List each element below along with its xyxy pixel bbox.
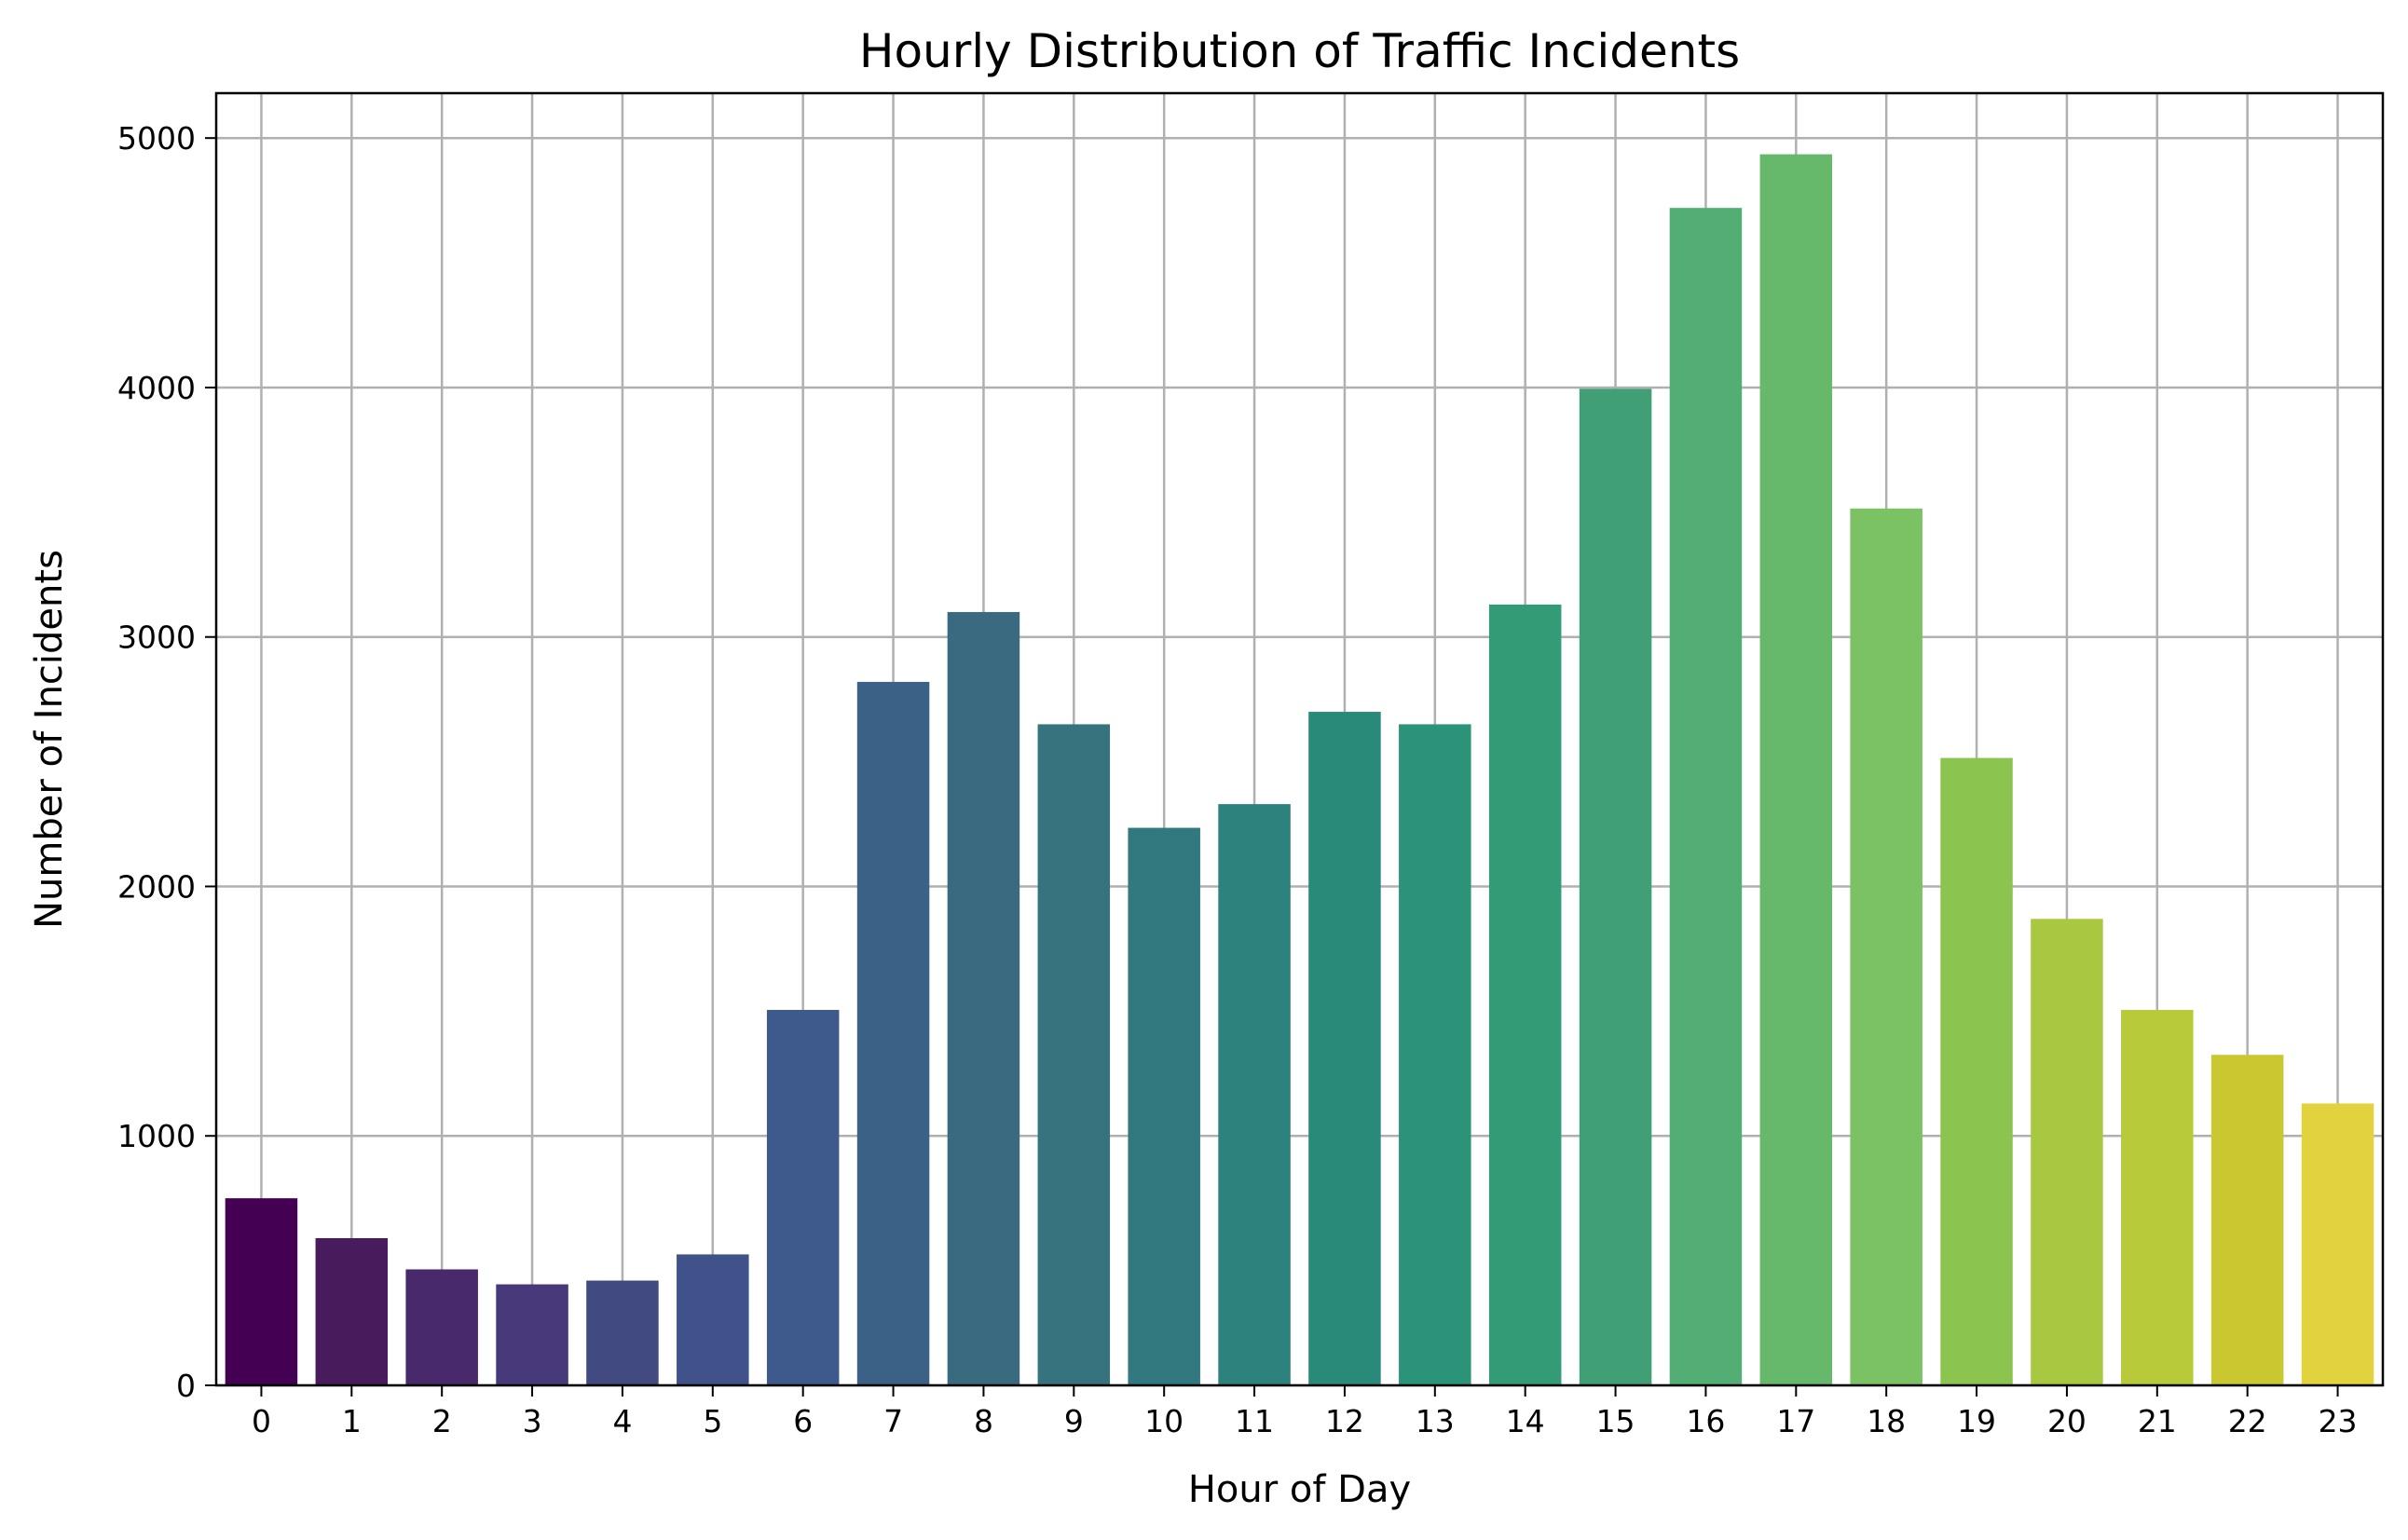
- bar-hour-0: [225, 1198, 298, 1385]
- y-tick-label: 0: [176, 1368, 196, 1404]
- bar-hour-8: [947, 611, 1020, 1385]
- x-axis-ticks: 0 1 2 3 4 5 6 7 8 9 10 11 12 13 14 15 16 17 18 19 20 21 22 23: [252, 1385, 2358, 1439]
- y-tick-label: 1000: [117, 1118, 196, 1154]
- x-tick-label: 16: [1686, 1403, 1725, 1439]
- bar-hour-23: [2301, 1103, 2374, 1385]
- x-tick-label: 15: [1596, 1403, 1635, 1439]
- x-tick-label: 2: [432, 1403, 452, 1439]
- bar-hour-10: [1128, 827, 1200, 1385]
- y-axis-ticks: 0 1000 2000 3000 4000 5000: [117, 120, 216, 1404]
- bar-hour-15: [1579, 388, 1652, 1385]
- y-tick-label: 4000: [117, 370, 196, 406]
- bar-hour-20: [2031, 919, 2103, 1385]
- x-tick-label: 0: [252, 1403, 271, 1439]
- x-tick-label: 22: [2228, 1403, 2267, 1439]
- bar-hour-6: [766, 1010, 840, 1385]
- x-tick-label: 18: [1867, 1403, 1906, 1439]
- y-tick-label: 2000: [117, 868, 196, 905]
- bar-hour-9: [1037, 724, 1111, 1385]
- chart-title: Hourly Distribution of Traffic Incidents: [859, 24, 1740, 78]
- y-tick-label: 5000: [117, 120, 196, 157]
- x-tick-label: 21: [2138, 1403, 2177, 1439]
- x-tick-label: 12: [1325, 1403, 1364, 1439]
- bar-hour-16: [1669, 208, 1743, 1385]
- x-tick-label: 5: [703, 1403, 722, 1439]
- x-tick-label: 9: [1064, 1403, 1084, 1439]
- x-tick-label: 10: [1144, 1403, 1183, 1439]
- x-tick-label: 14: [1506, 1403, 1545, 1439]
- bar-hour-12: [1308, 712, 1381, 1385]
- x-tick-label: 7: [883, 1403, 903, 1439]
- bar-hour-7: [856, 681, 930, 1385]
- x-tick-label: 20: [2047, 1403, 2086, 1439]
- bar-hour-11: [1218, 804, 1291, 1385]
- x-tick-label: 19: [1957, 1403, 1996, 1439]
- bar-hour-3: [496, 1284, 568, 1385]
- x-tick-label: 3: [523, 1403, 542, 1439]
- bar-hour-5: [677, 1254, 749, 1385]
- bar-hour-1: [315, 1238, 389, 1385]
- bar-hour-2: [405, 1269, 478, 1385]
- x-axis-label: Hour of Day: [1188, 1468, 1411, 1511]
- bar-hour-19: [1940, 757, 2013, 1385]
- bar-hour-4: [586, 1280, 659, 1385]
- x-tick-label: 13: [1416, 1403, 1455, 1439]
- bar-hour-13: [1399, 724, 1471, 1385]
- bars: [225, 154, 2374, 1386]
- x-tick-label: 8: [974, 1403, 993, 1439]
- plot-frame: [214, 91, 2385, 1387]
- x-tick-label: 17: [1776, 1403, 1815, 1439]
- bar-hour-21: [2121, 1010, 2194, 1385]
- bar-hour-18: [1850, 508, 1922, 1385]
- x-tick-label: 1: [342, 1403, 362, 1439]
- x-tick-label: 23: [2319, 1403, 2358, 1439]
- bar-hour-17: [1759, 154, 1833, 1386]
- y-tick-label: 3000: [117, 620, 196, 656]
- x-tick-label: 11: [1235, 1403, 1274, 1439]
- bar-hour-22: [2210, 1055, 2284, 1385]
- y-axis-label: Number of Incidents: [28, 550, 71, 929]
- bar-hour-14: [1488, 604, 1562, 1385]
- x-tick-label: 4: [612, 1403, 632, 1439]
- x-tick-label: 6: [793, 1403, 813, 1439]
